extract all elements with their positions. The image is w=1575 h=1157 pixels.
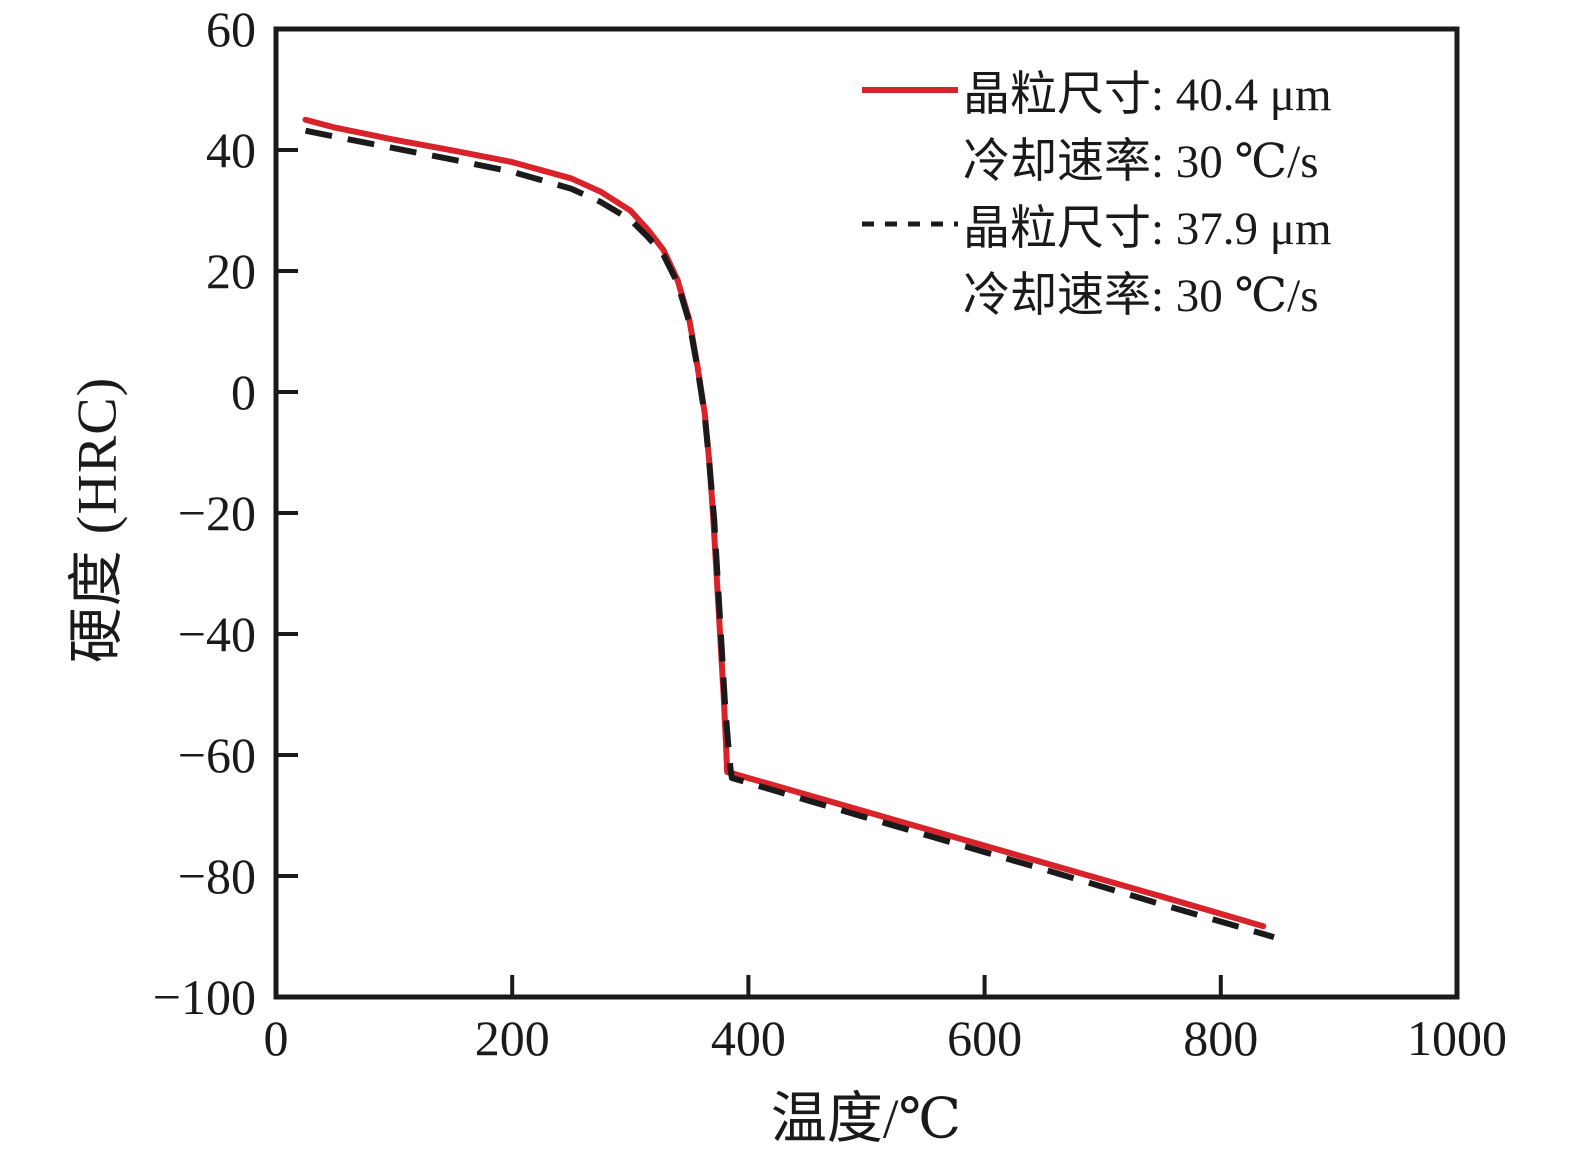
y-tick-label: −40 <box>178 606 256 662</box>
y-tick-label: −80 <box>178 848 256 904</box>
legend-solid-line-sample <box>861 85 963 95</box>
y-tick-label: 20 <box>206 243 256 299</box>
x-axis-title: 温度/℃ <box>770 1088 962 1151</box>
legend-label-grain-size-1: 晶粒尺寸: 40.4 μm <box>963 69 1332 121</box>
x-tick-label: 800 <box>1183 1010 1258 1066</box>
legend-label-cooling-rate-1: 冷却速率: 30 ℃/s <box>963 136 1319 188</box>
legend-entry-solid-line2: 冷却速率: 30 ℃/s <box>861 123 1332 190</box>
legend-entry-solid: 晶粒尺寸: 40.4 μm <box>861 56 1332 123</box>
y-tick-label: −60 <box>178 727 256 783</box>
x-tick-label: 200 <box>475 1010 550 1066</box>
legend-entry-dashed-line2: 冷却速率: 30 ℃/s <box>861 257 1332 324</box>
legend-label-cooling-rate-2: 冷却速率: 30 ℃/s <box>963 270 1319 322</box>
x-tick-label: 1000 <box>1407 1010 1507 1066</box>
legend-label-grain-size-2: 晶粒尺寸: 37.9 μm <box>963 203 1332 255</box>
plot-frame <box>273 26 1460 1000</box>
y-tick-label: −100 <box>153 969 256 1025</box>
series-line-dashed <box>304 127 1275 940</box>
x-tick-label: 400 <box>711 1010 786 1066</box>
x-tick-label: 600 <box>947 1010 1022 1066</box>
y-tick-label: 40 <box>206 122 256 178</box>
y-axis-title: 硬度 (HRC) <box>66 376 129 664</box>
y-tick-label: −20 <box>178 485 256 541</box>
y-tick-label: 60 <box>206 1 256 57</box>
legend-dashed-line-sample <box>861 219 963 229</box>
legend-entry-dashed: 晶粒尺寸: 37.9 μm <box>861 190 1332 257</box>
x-tick-label: 0 <box>264 1010 289 1066</box>
y-tick-label: 0 <box>231 364 256 420</box>
legend: 晶粒尺寸: 40.4 μm 冷却速率: 30 ℃/s 晶粒尺寸: 37.9 μm… <box>861 56 1332 324</box>
